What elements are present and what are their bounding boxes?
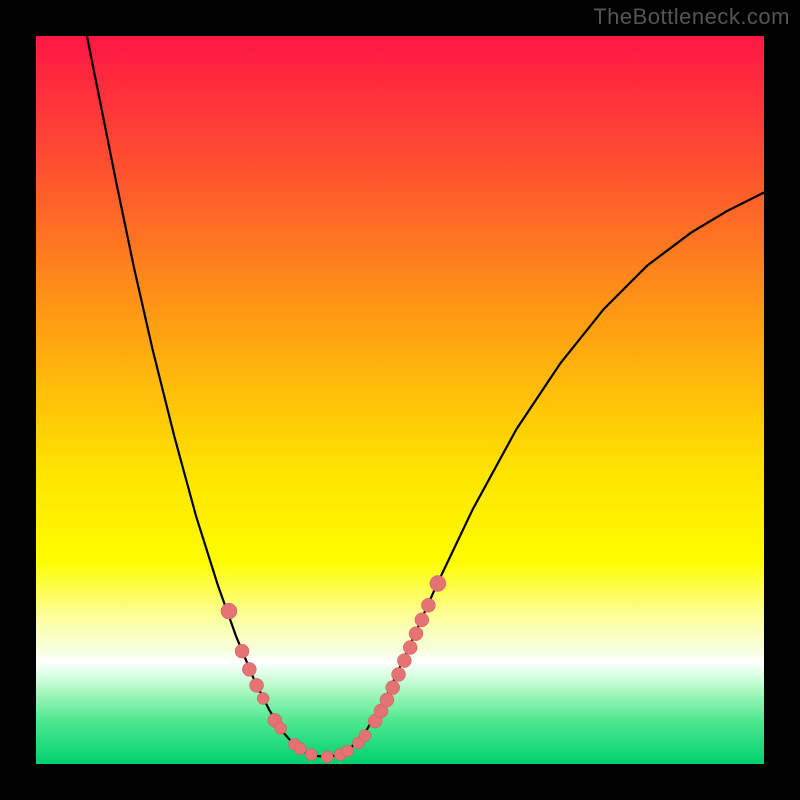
data-marker <box>235 644 249 658</box>
data-marker <box>342 745 354 757</box>
data-marker <box>430 575 446 591</box>
bottleneck-curve-chart <box>0 0 800 800</box>
data-marker <box>275 722 287 734</box>
data-marker <box>415 613 429 627</box>
watermark-text: TheBottleneck.com <box>593 4 790 30</box>
chart-container: TheBottleneck.com <box>0 0 800 800</box>
data-marker <box>321 751 333 763</box>
data-marker <box>257 692 269 704</box>
data-marker <box>242 662 256 676</box>
data-marker <box>397 654 411 668</box>
data-marker <box>380 693 394 707</box>
data-marker <box>305 749 317 761</box>
data-marker <box>294 743 306 755</box>
data-marker <box>403 641 417 655</box>
data-marker <box>386 681 400 695</box>
data-marker <box>359 730 371 742</box>
data-marker <box>250 678 264 692</box>
data-marker <box>221 603 237 619</box>
data-marker <box>392 667 406 681</box>
data-marker <box>409 627 423 641</box>
plot-background <box>36 36 764 764</box>
data-marker <box>421 598 435 612</box>
